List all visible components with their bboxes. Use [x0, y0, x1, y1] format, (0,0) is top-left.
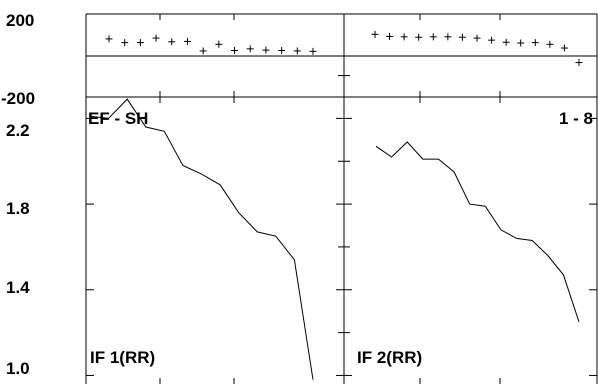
- residual-marker-right-8: [488, 36, 496, 44]
- residual-marker-right-7: [473, 34, 481, 42]
- residual-markers-left: [105, 34, 317, 55]
- panel-label-bottom-right: IF 2(RR): [357, 348, 422, 367]
- residual-marker-left-11: [278, 47, 286, 55]
- bottom-y-tick-label-1-4: 1.4: [6, 278, 30, 297]
- residual-marker-right-14: [575, 59, 583, 67]
- residual-marker-left-0: [105, 35, 113, 43]
- residual-marker-right-12: [546, 40, 554, 48]
- panel-label-bottom-left: IF 1(RR): [90, 348, 155, 367]
- residual-marker-right-13: [560, 44, 568, 52]
- residual-marker-left-9: [246, 45, 254, 53]
- residual-marker-left-7: [215, 40, 223, 48]
- residual-marker-right-9: [502, 38, 510, 46]
- residual-marker-left-4: [168, 38, 176, 46]
- panel-label-top-right: 1 - 8: [559, 109, 593, 128]
- residual-marker-right-11: [531, 39, 539, 47]
- residual-marker-left-1: [121, 39, 129, 47]
- bottom-y-tick-label-2-2: 2.2: [6, 121, 30, 140]
- bottom-y-tick-label-1-0: 1.0: [6, 359, 30, 378]
- residual-marker-left-5: [183, 37, 191, 45]
- residual-marker-right-1: [386, 32, 394, 40]
- residual-marker-right-4: [429, 33, 437, 41]
- residual-marker-left-13: [309, 47, 317, 55]
- residual-marker-right-5: [444, 33, 452, 41]
- residual-markers-right: [371, 30, 583, 67]
- residual-marker-left-3: [152, 34, 160, 42]
- panel-label-top-left: EF - SH: [88, 109, 148, 128]
- series-line-left: [89, 98, 314, 380]
- residual-marker-left-6: [199, 47, 207, 55]
- residual-marker-right-3: [415, 33, 423, 41]
- series-line-right: [375, 141, 580, 323]
- axis-ticks: [86, 13, 597, 384]
- residual-marker-right-6: [458, 33, 466, 41]
- top-y-tick-label-min: -200: [1, 89, 35, 108]
- residual-marker-left-10: [262, 46, 270, 54]
- bottom-y-tick-label-1-8: 1.8: [6, 199, 30, 218]
- residual-marker-left-12: [293, 47, 301, 55]
- top-y-tick-label-max: 200: [6, 11, 34, 30]
- residual-marker-left-2: [136, 39, 144, 47]
- residual-marker-right-2: [400, 33, 408, 41]
- residual-marker-right-0: [371, 30, 379, 38]
- residual-marker-right-10: [517, 39, 525, 47]
- residual-marker-left-8: [231, 47, 239, 55]
